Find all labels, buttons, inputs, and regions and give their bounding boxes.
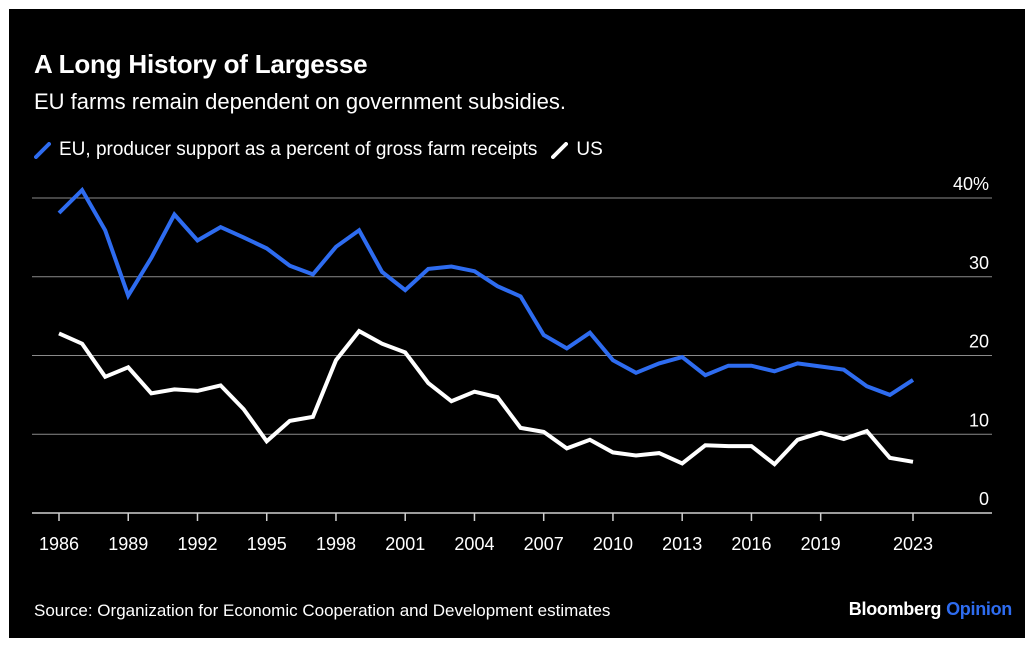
x-tick-label: 1986 [39,534,79,554]
legend-label-us: US [576,139,603,160]
x-tick-label: 1992 [177,534,217,554]
y-tick-label: 20 [969,332,989,352]
x-tick-label: 1998 [316,534,356,554]
legend-item-eu: EU, producer support as a percent of gro… [34,139,537,161]
x-tick-label: 2013 [662,534,702,554]
brand-accent: Opinion [946,599,1012,619]
x-tick-label: 2010 [593,534,633,554]
y-tick-label: 10 [969,410,989,430]
legend-label-eu: EU, producer support as a percent of gro… [59,139,538,160]
brand-main: Bloomberg [848,599,942,619]
legend-swatch-eu [34,141,51,159]
line-chart: 0 10 20 30 40% 1986 1989 1992 1995 1998 2001 2004 20… [32,174,992,554]
series-line-eu [57,186,915,398]
brand-logo: Bloomberg Opinion [848,599,1013,620]
source-note: Source: Organization for Economic Cooper… [34,601,611,620]
legend-item-us: US [551,139,603,161]
x-tick-label: 2023 [893,534,933,554]
legend-swatch-us [551,141,569,159]
x-tick-label: 2016 [731,534,771,554]
x-tick-label: 2001 [385,534,425,554]
x-tick-label: 2019 [801,534,841,554]
y-tick-label: 40% [953,174,989,194]
x-tick-label: 2007 [524,534,564,554]
chart-subtitle: EU farms remain dependent on government … [34,89,566,114]
y-tick-label: 30 [969,253,989,273]
series-line-us [58,328,914,467]
legend: EU, producer support as a percent of gro… [34,139,617,161]
x-tick-label: 2004 [454,534,494,554]
chart-title: A Long History of Largesse [34,49,368,79]
x-tick-label: 1995 [247,534,287,554]
chart-card: A Long History of Largesse EU farms rema… [9,9,1025,638]
x-tick-label: 1989 [108,534,148,554]
y-tick-label: 0 [979,489,989,509]
